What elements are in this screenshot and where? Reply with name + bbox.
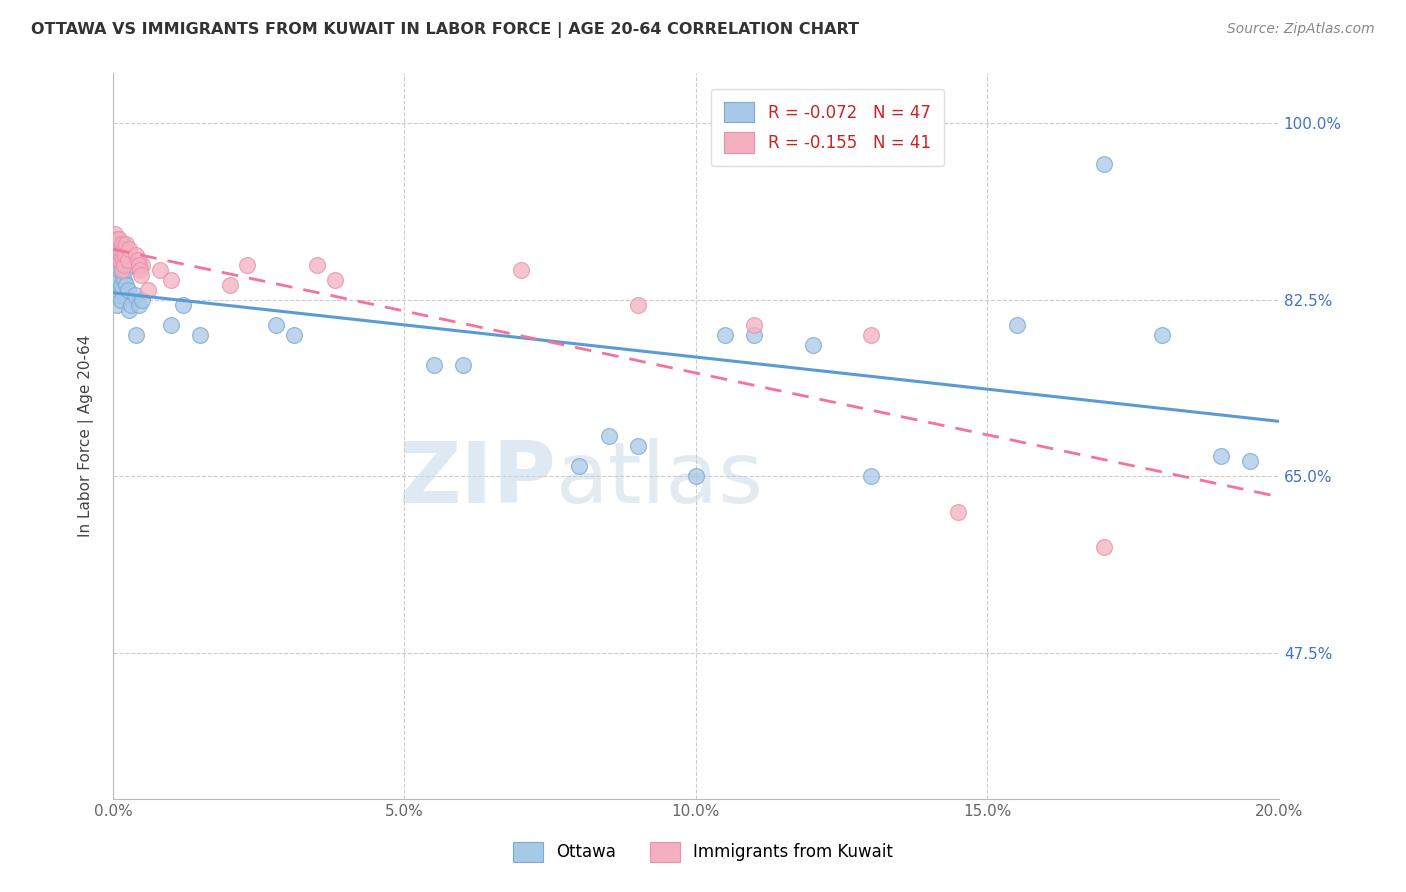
Point	[451, 359, 474, 373]
Point	[112, 258, 135, 272]
Point	[127, 252, 149, 267]
Point	[118, 243, 141, 257]
Point	[129, 268, 152, 282]
Point	[107, 247, 129, 261]
Point	[112, 243, 135, 257]
Point	[948, 505, 970, 519]
Point	[110, 277, 132, 292]
Point	[105, 258, 128, 272]
Point	[103, 243, 125, 257]
Point	[128, 298, 150, 312]
Point	[117, 252, 139, 267]
Point	[108, 262, 131, 277]
Y-axis label: In Labor Force | Age 20-64: In Labor Force | Age 20-64	[79, 334, 94, 537]
Point	[110, 293, 132, 307]
Point	[218, 277, 240, 292]
Point	[264, 318, 287, 332]
Point	[111, 252, 134, 267]
Point	[125, 328, 148, 343]
Point	[160, 318, 183, 332]
Point	[125, 247, 148, 261]
Point	[859, 328, 882, 343]
Point	[115, 277, 138, 292]
Text: atlas: atlas	[555, 438, 763, 521]
Point	[128, 258, 150, 272]
Point	[114, 247, 136, 261]
Point	[110, 247, 132, 261]
Point	[111, 262, 134, 277]
Point	[111, 247, 134, 261]
Point	[108, 252, 131, 267]
Point	[111, 237, 134, 252]
Point	[104, 227, 127, 242]
Point	[136, 283, 159, 297]
Point	[1209, 449, 1232, 463]
Point	[112, 273, 135, 287]
Point	[131, 258, 153, 272]
Point	[283, 328, 305, 343]
Point	[112, 252, 135, 267]
Point	[108, 243, 131, 257]
Point	[1092, 540, 1115, 554]
Legend: R = -0.072   N = 47, R = -0.155   N = 41: R = -0.072 N = 47, R = -0.155 N = 41	[711, 88, 945, 166]
Point	[107, 283, 129, 297]
Point	[124, 288, 146, 302]
Point	[714, 328, 737, 343]
Point	[122, 258, 145, 272]
Point	[120, 298, 142, 312]
Point	[627, 298, 650, 312]
Point	[801, 338, 824, 352]
Point	[117, 283, 139, 297]
Point	[108, 273, 131, 287]
Point	[598, 429, 620, 443]
Point	[1152, 328, 1174, 343]
Point	[105, 243, 128, 257]
Point	[422, 359, 444, 373]
Legend: Ottawa, Immigrants from Kuwait: Ottawa, Immigrants from Kuwait	[505, 833, 901, 871]
Point	[627, 439, 650, 453]
Point	[323, 273, 346, 287]
Point	[307, 258, 329, 272]
Point	[1239, 454, 1261, 468]
Point	[172, 298, 194, 312]
Point	[104, 277, 127, 292]
Point	[149, 262, 172, 277]
Text: Source: ZipAtlas.com: Source: ZipAtlas.com	[1227, 22, 1375, 37]
Point	[108, 232, 131, 246]
Point	[107, 237, 129, 252]
Point	[104, 237, 127, 252]
Point	[1092, 157, 1115, 171]
Point	[114, 262, 136, 277]
Point	[190, 328, 212, 343]
Point	[115, 237, 138, 252]
Point	[568, 459, 591, 474]
Point	[107, 252, 129, 267]
Point	[128, 262, 150, 277]
Point	[510, 262, 533, 277]
Point	[104, 247, 127, 261]
Point	[108, 288, 131, 302]
Text: ZIP: ZIP	[398, 438, 555, 521]
Point	[742, 318, 765, 332]
Point	[160, 273, 183, 287]
Point	[111, 262, 134, 277]
Point	[105, 232, 128, 246]
Point	[111, 237, 134, 252]
Point	[742, 328, 765, 343]
Point	[685, 469, 707, 483]
Point	[110, 243, 132, 257]
Point	[105, 298, 128, 312]
Point	[108, 247, 131, 261]
Text: OTTAWA VS IMMIGRANTS FROM KUWAIT IN LABOR FORCE | AGE 20-64 CORRELATION CHART: OTTAWA VS IMMIGRANTS FROM KUWAIT IN LABO…	[31, 22, 859, 38]
Point	[131, 293, 153, 307]
Point	[118, 303, 141, 318]
Point	[104, 262, 127, 277]
Point	[1005, 318, 1028, 332]
Point	[859, 469, 882, 483]
Point	[236, 258, 259, 272]
